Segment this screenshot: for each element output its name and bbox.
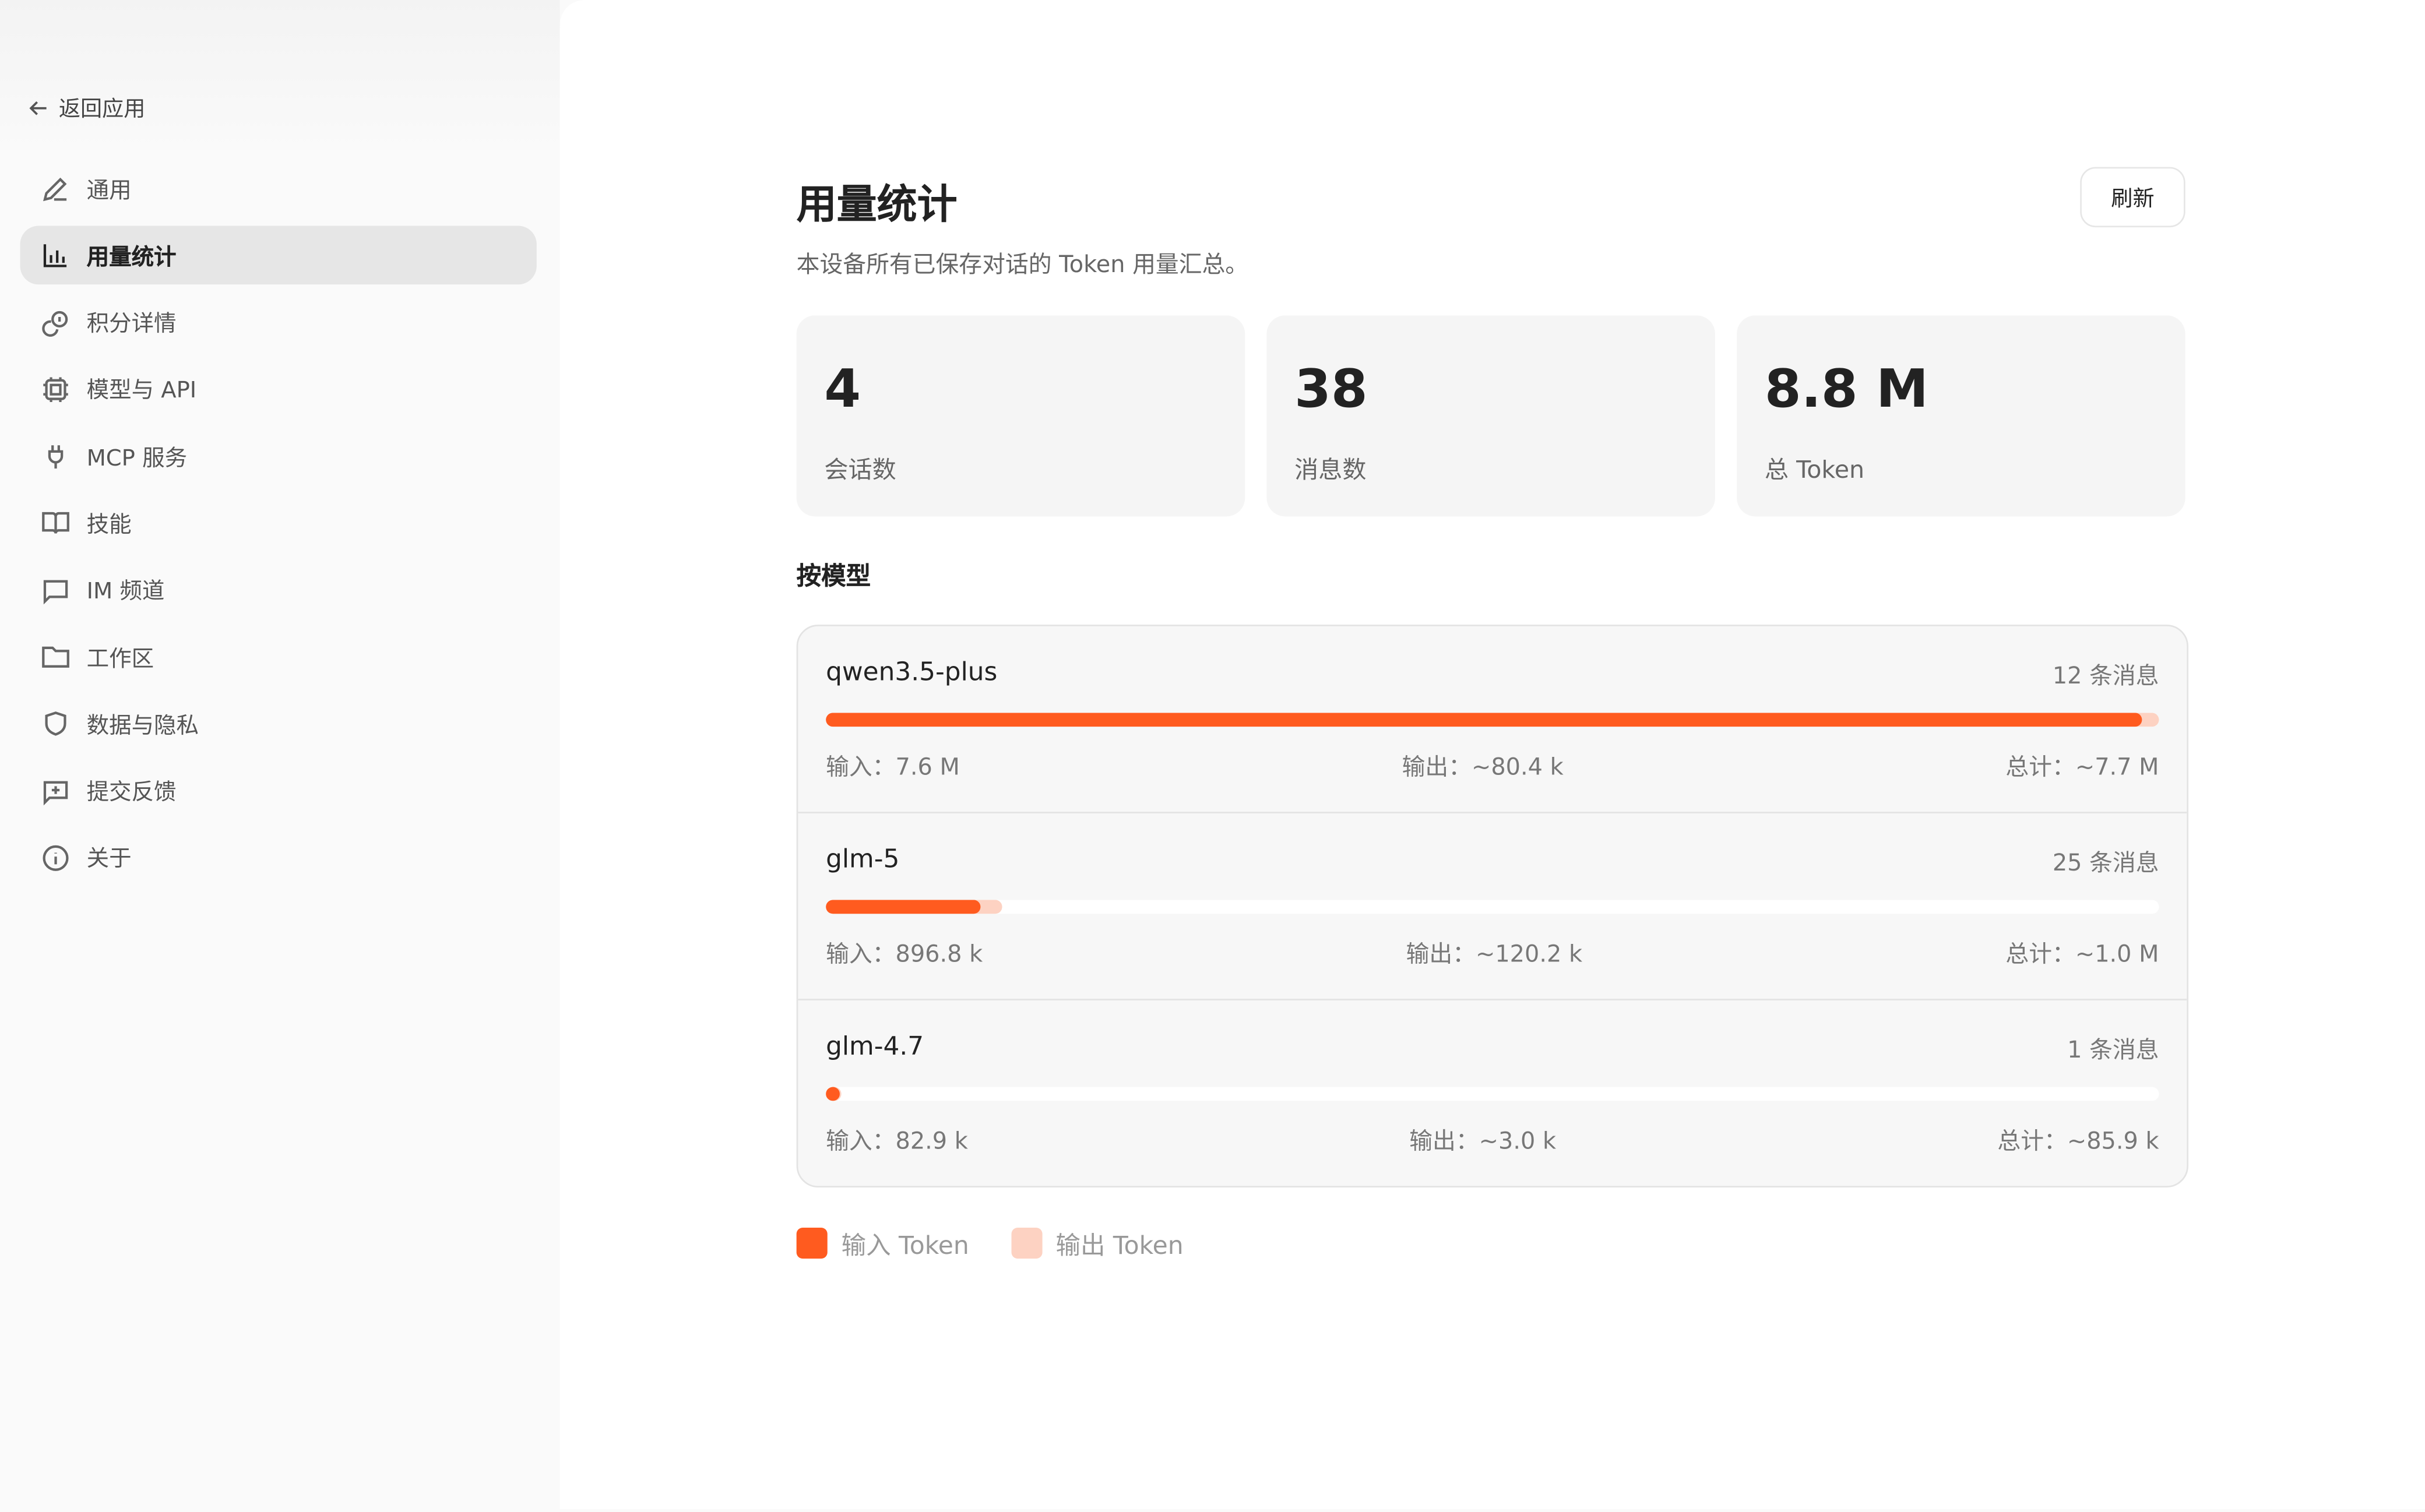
sidebar-item-label: 模型与 API [86, 379, 197, 404]
arrow-left-icon [29, 101, 47, 115]
sidebar-item-privacy[interactable]: 数据与隐私 [20, 695, 536, 754]
legend: 输入 Token 输出 Token [796, 1225, 1184, 1262]
model-row: qwen3.5-plus 12 条消息 输入：7.6 M 输出：~80.4 k 总计… [798, 626, 2187, 813]
sidebar-item-label: 提交反馈 [86, 781, 177, 806]
message-icon [43, 580, 68, 604]
sidebar-item-label: 数据与隐私 [86, 714, 199, 739]
sidebar-item-label: 用量统计 [86, 245, 177, 270]
output-stat: 输出：~120.2 k [1406, 940, 1583, 968]
legend-swatch [1011, 1228, 1042, 1259]
model-row: glm-5 25 条消息 输入：896.8 k 输出：~120.2 k 总计：~1.… [798, 813, 2187, 1000]
sidebar-item-label: IM 频道 [86, 580, 165, 605]
page-subtitle: 本设备所有已保存对话的 Token 用量汇总。 [796, 250, 1249, 279]
input-stat: 输入：7.6 M [826, 753, 960, 781]
sidebar-item-workspace[interactable]: 工作区 [20, 628, 536, 687]
sidebar-item-label: 关于 [86, 848, 132, 873]
folder-icon [42, 646, 69, 668]
feedback-icon [43, 780, 68, 805]
legend-swatch [796, 1228, 828, 1259]
total-stat: 总计：~7.7 M [2005, 753, 2159, 781]
bar-chart-icon [43, 245, 67, 268]
sidebar: 返回应用 通用 用量统计 积分详情 模型与 API MCP 服务 技能 IM 频… [0, 0, 560, 1512]
sidebar-item-im-channels[interactable]: IM 频道 [20, 561, 536, 620]
stat-label: 会话数 [824, 456, 896, 484]
sidebar-item-skills[interactable]: 技能 [20, 494, 536, 553]
back-label: 返回应用 [58, 97, 146, 122]
sidebar-item-about[interactable]: 关于 [20, 829, 536, 887]
message-count: 25 条消息 [2052, 848, 2159, 877]
input-token-bar [826, 900, 981, 914]
chip-icon [43, 377, 68, 402]
stat-label: 总 Token [1764, 456, 1865, 484]
legend-item-output: 输出 Token [1011, 1225, 1184, 1262]
input-stat: 输入：82.9 k [826, 1127, 968, 1155]
sidebar-item-credits[interactable]: 积分详情 [20, 293, 536, 352]
sidebar-item-mcp[interactable]: MCP 服务 [20, 427, 536, 486]
shield-icon [45, 712, 66, 736]
main-panel: 用量统计 本设备所有已保存对话的 Token 用量汇总。 刷新 4 会话数 38 消… [559, 0, 2425, 1510]
model-row: glm-4.7 1 条消息 输入：82.9 k 输出：~3.0 k 总计：~85.9… [798, 1000, 2187, 1186]
page-title: 用量统计 [796, 182, 958, 229]
output-stat: 输出：~3.0 k [1409, 1127, 1557, 1155]
sidebar-item-label: 技能 [86, 513, 132, 538]
sidebar-item-feedback[interactable]: 提交反馈 [20, 762, 536, 820]
model-usage-list: qwen3.5-plus 12 条消息 输入：7.6 M 输出：~80.4 k 总计… [796, 625, 2188, 1188]
input-token-bar [826, 1087, 841, 1101]
sidebar-item-label: 工作区 [86, 647, 154, 672]
sidebar-item-label: 通用 [86, 178, 132, 203]
input-stat: 输入：896.8 k [826, 940, 983, 968]
usage-bar [826, 900, 2159, 914]
model-name: glm-4.7 [826, 1031, 924, 1061]
message-count: 12 条消息 [2052, 661, 2159, 690]
back-to-app-button[interactable]: 返回应用 [28, 93, 146, 124]
sidebar-item-general[interactable]: 通用 [20, 159, 536, 218]
pencil-icon [43, 177, 67, 202]
usage-bar [826, 713, 2159, 727]
summary-cards: 4 会话数 38 消息数 8.8 M 总 Token [796, 315, 2185, 517]
stat-value: 38 [1294, 358, 1368, 421]
sidebar-item-label: 积分详情 [86, 312, 177, 337]
legend-item-input: 输入 Token [796, 1225, 969, 1262]
sidebar-item-label: MCP 服务 [86, 446, 188, 471]
plug-icon [48, 445, 64, 469]
info-icon [43, 845, 69, 871]
stat-value: 8.8 M [1764, 358, 1928, 421]
book-icon [42, 513, 69, 535]
stat-card-sessions: 4 会话数 [796, 315, 1245, 517]
sidebar-item-models-api[interactable]: 模型与 API [20, 360, 536, 419]
coins-icon [42, 310, 68, 336]
stat-label: 消息数 [1294, 456, 1367, 484]
by-model-heading: 按模型 [796, 561, 871, 591]
total-stat: 总计：~1.0 M [2005, 940, 2159, 968]
stat-value: 4 [824, 358, 861, 421]
model-name: glm-5 [826, 844, 900, 874]
stat-card-messages: 38 消息数 [1266, 315, 1715, 517]
refresh-button[interactable]: 刷新 [2080, 167, 2185, 228]
usage-bar [826, 1087, 2159, 1101]
legend-label: 输出 Token [1055, 1231, 1184, 1260]
sidebar-item-usage[interactable]: 用量统计 [20, 226, 537, 286]
input-token-bar [826, 713, 2142, 727]
total-stat: 总计：~85.9 k [1997, 1127, 2159, 1155]
legend-label: 输入 Token [841, 1231, 969, 1260]
model-name: qwen3.5-plus [826, 657, 998, 687]
output-stat: 输出：~80.4 k [1402, 753, 1564, 781]
stat-card-tokens: 8.8 M 总 Token [1737, 315, 2185, 517]
message-count: 1 条消息 [2067, 1035, 2159, 1064]
sidebar-nav: 通用 用量统计 积分详情 模型与 API MCP 服务 技能 IM 频道 工作区… [20, 159, 537, 896]
